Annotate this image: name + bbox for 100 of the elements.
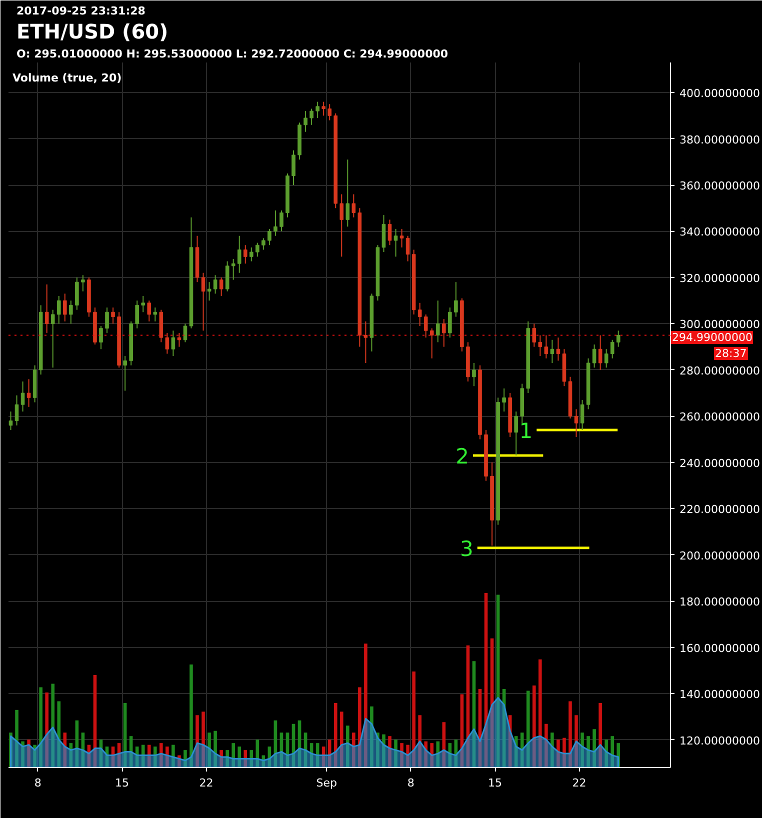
text: 2017-09-25 23:31:28 bbox=[16, 4, 146, 18]
candlestick bbox=[418, 302, 422, 327]
x-tick-label: 8 bbox=[407, 776, 414, 790]
bar bbox=[81, 732, 85, 768]
candlestick bbox=[268, 228, 272, 246]
bar bbox=[346, 726, 350, 768]
candlestick bbox=[105, 307, 109, 334]
bar bbox=[220, 750, 223, 768]
candlestick bbox=[382, 214, 386, 253]
candlestick bbox=[538, 334, 542, 357]
candlestick bbox=[304, 110, 308, 132]
candlestick bbox=[394, 228, 398, 258]
candlestick bbox=[243, 244, 248, 264]
bar bbox=[196, 715, 199, 768]
candlestick bbox=[616, 330, 620, 348]
candlestick bbox=[406, 235, 410, 262]
candlestick bbox=[556, 337, 560, 362]
bar bbox=[538, 659, 542, 768]
candlestick bbox=[574, 408, 578, 438]
bar bbox=[400, 743, 404, 768]
bar bbox=[616, 743, 620, 768]
bar bbox=[51, 684, 55, 768]
bar bbox=[472, 661, 476, 768]
candlestick bbox=[141, 295, 146, 313]
bar bbox=[382, 734, 386, 768]
bar bbox=[388, 736, 392, 768]
series-label: 3 bbox=[460, 536, 474, 561]
y-tick-label: 280.00000000 bbox=[680, 364, 760, 378]
bar bbox=[406, 744, 410, 768]
candlestick bbox=[219, 276, 224, 296]
y-tick-label: 380.00000000 bbox=[680, 133, 760, 146]
candlestick bbox=[237, 235, 242, 274]
bar bbox=[280, 732, 284, 768]
y-tick-label: 180.00000000 bbox=[680, 596, 760, 609]
candlestick bbox=[610, 339, 614, 359]
candlestick bbox=[75, 276, 79, 310]
bar bbox=[466, 645, 470, 768]
y-tick-label: 120.00000000 bbox=[680, 734, 760, 748]
bar bbox=[412, 672, 416, 768]
bar bbox=[166, 746, 169, 768]
candlestick bbox=[532, 323, 536, 348]
candlestick bbox=[436, 300, 440, 343]
bar bbox=[9, 732, 12, 768]
bar bbox=[172, 744, 175, 768]
bar bbox=[21, 741, 24, 768]
bar bbox=[604, 740, 608, 768]
candlestick bbox=[502, 388, 506, 412]
chart-subtitle: O: 295.01000000 H: 295.53000000 L: 292.72000000 C: 294.99000000 bbox=[16, 48, 448, 60]
y-tick-label: 300.00000000 bbox=[680, 318, 760, 332]
candlestick bbox=[274, 210, 278, 236]
text: 28:37 bbox=[715, 347, 747, 360]
bar bbox=[592, 729, 596, 768]
bar bbox=[304, 732, 308, 768]
ref-line-label: 294.99000000 bbox=[672, 331, 752, 344]
bar bbox=[226, 750, 229, 768]
bar bbox=[160, 743, 163, 768]
bar bbox=[250, 750, 254, 768]
candlestick bbox=[592, 344, 596, 368]
x-tick-label: 22 bbox=[199, 776, 214, 790]
bar bbox=[562, 738, 566, 768]
bar bbox=[184, 750, 187, 768]
bar bbox=[520, 732, 524, 768]
series-label: 2 bbox=[456, 444, 469, 468]
candlestick bbox=[364, 320, 368, 364]
bar bbox=[238, 746, 242, 768]
candlestick bbox=[20, 380, 25, 412]
candlestick bbox=[544, 334, 548, 359]
candlestick bbox=[322, 101, 326, 116]
bar bbox=[574, 715, 578, 768]
bar bbox=[526, 690, 530, 768]
candlestick bbox=[454, 282, 458, 318]
candlestick bbox=[147, 300, 152, 322]
bar bbox=[147, 744, 151, 768]
y-tick-label: 260.00000000 bbox=[680, 410, 760, 424]
bar bbox=[418, 715, 422, 768]
candlestick bbox=[153, 307, 158, 322]
y-tick-label: 340.00000000 bbox=[680, 226, 760, 239]
bar bbox=[123, 702, 127, 768]
candlestick bbox=[56, 295, 61, 324]
candlestick bbox=[111, 307, 115, 324]
bar bbox=[33, 744, 36, 768]
candlestick bbox=[280, 210, 284, 232]
bar bbox=[496, 594, 500, 768]
bar bbox=[208, 732, 211, 768]
bar bbox=[586, 736, 590, 768]
candlestick bbox=[424, 314, 428, 338]
candlestick bbox=[292, 150, 296, 186]
x-tick-label: 8 bbox=[34, 776, 42, 790]
bar bbox=[286, 732, 290, 768]
bar bbox=[568, 701, 572, 768]
x-tick-label: Sep bbox=[316, 776, 337, 790]
bar bbox=[376, 732, 380, 768]
bar bbox=[214, 730, 217, 768]
bar bbox=[430, 743, 434, 768]
candlestick bbox=[183, 323, 188, 343]
candlestick bbox=[207, 282, 212, 302]
bar bbox=[550, 732, 554, 768]
candlestick bbox=[171, 330, 176, 357]
candlestick bbox=[81, 274, 85, 292]
candlestick bbox=[598, 334, 602, 370]
